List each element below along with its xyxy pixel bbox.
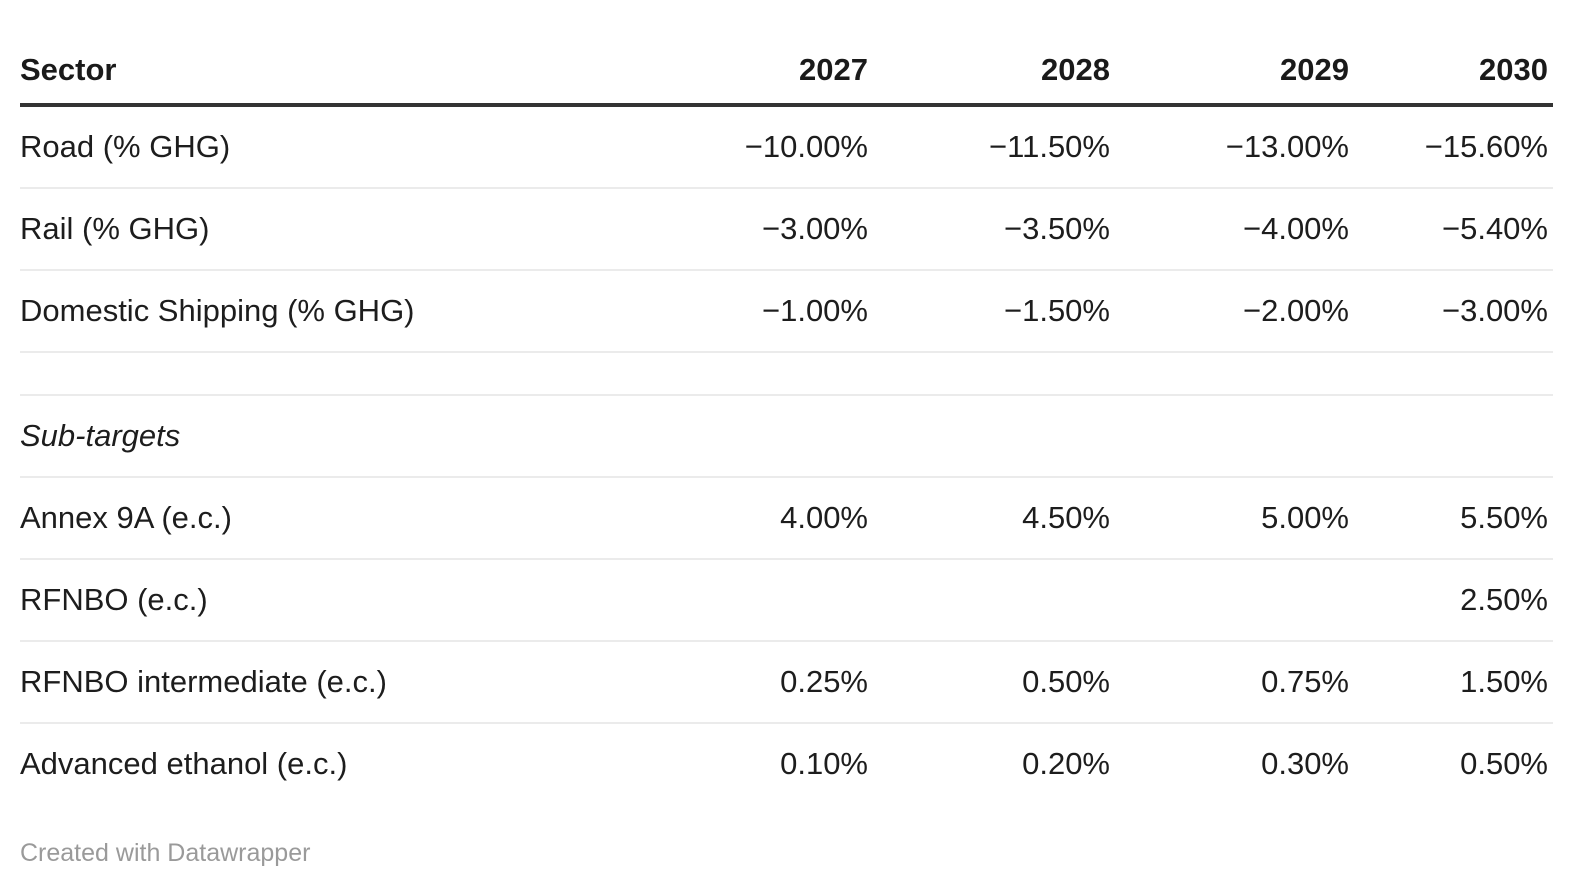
- cell-value: [631, 395, 873, 478]
- cell-value: [873, 395, 1115, 478]
- column-header-2028: 2028: [873, 52, 1115, 107]
- cell-value: 0.20%: [1022, 746, 1110, 781]
- table-row-rail: Rail (% GHG) −3.00% −3.50% −4.00% −5.40%: [20, 188, 1553, 271]
- row-label: Annex 9A (e.c.): [20, 477, 631, 560]
- column-header-sector: Sector: [20, 52, 631, 107]
- column-header-2027: 2027: [631, 52, 873, 107]
- spacer-cell: [1354, 352, 1553, 396]
- spacer-cell: [631, 352, 873, 396]
- cell-value: 2.50%: [1354, 559, 1553, 642]
- row-label: Rail (% GHG): [20, 188, 631, 271]
- column-header-2029: 2029: [1115, 52, 1354, 107]
- cell-value: [1115, 395, 1354, 478]
- cell-value: −13.00%: [1115, 105, 1354, 189]
- table-row-rfnbo-intermediate: RFNBO intermediate (e.c.) 0.25% 0.50% 0.…: [20, 641, 1553, 724]
- cell-value: 0.25%: [631, 641, 873, 724]
- cell-value: −4.00%: [1115, 188, 1354, 271]
- cell-value: [1115, 559, 1354, 642]
- cell-value: 5.50%: [1354, 477, 1553, 560]
- cell-value: [873, 559, 1115, 642]
- cell-value: −3.50%: [873, 188, 1115, 271]
- cell-value: 0.50%: [873, 641, 1115, 724]
- cell-value: [631, 559, 873, 642]
- table-row-sub-targets-section: Sub-targets: [20, 395, 1553, 478]
- cell-value: 0.75%: [1115, 641, 1354, 724]
- cell-value: 0.10%: [780, 746, 868, 781]
- cell-value: −2.00%: [1115, 270, 1354, 353]
- row-label: RFNBO intermediate (e.c.): [20, 641, 631, 724]
- spacer-cell: [20, 352, 631, 396]
- cell-value: 0.30%: [1261, 746, 1349, 781]
- cell-value: 0.50%: [1460, 746, 1548, 781]
- table-row-rfnbo: RFNBO (e.c.) 2.50%: [20, 559, 1553, 642]
- section-label: Sub-targets: [20, 395, 631, 478]
- column-header-2030: 2030: [1354, 52, 1553, 107]
- cell-value: −1.50%: [873, 270, 1115, 353]
- table-row-road: Road (% GHG) −10.00% −11.50% −13.00% −15…: [20, 105, 1553, 189]
- row-label: Advanced ethanol (e.c.): [20, 746, 348, 781]
- table-header-row: Sector 2027 2028 2029 2030: [20, 52, 1553, 107]
- row-label: RFNBO (e.c.): [20, 559, 631, 642]
- cell-value: −10.00%: [631, 105, 873, 189]
- cell-value: 5.00%: [1115, 477, 1354, 560]
- row-label: Domestic Shipping (% GHG): [20, 270, 631, 353]
- cell-value: −1.00%: [631, 270, 873, 353]
- cell-value: −3.00%: [1354, 270, 1553, 353]
- cell-value: −15.60%: [1354, 105, 1553, 189]
- datawrapper-credit: Created with Datawrapper: [20, 839, 311, 867]
- row-label: Road (% GHG): [20, 105, 631, 189]
- cell-value: −5.40%: [1354, 188, 1553, 271]
- spacer-cell: [1115, 352, 1354, 396]
- cell-value: 4.50%: [873, 477, 1115, 560]
- table-row-domestic-shipping: Domestic Shipping (% GHG) −1.00% −1.50% …: [20, 270, 1553, 353]
- sector-targets-table: Sector 2027 2028 2029 2030 Road (% GHG) …: [20, 52, 1553, 804]
- cell-value: −11.50%: [873, 105, 1115, 189]
- cell-value: 1.50%: [1354, 641, 1553, 724]
- table-row-annex-9a: Annex 9A (e.c.) 4.00% 4.50% 5.00% 5.50%: [20, 477, 1553, 560]
- cell-value: −3.00%: [631, 188, 873, 271]
- cell-value: 4.00%: [631, 477, 873, 560]
- table-row-advanced-ethanol: Advanced ethanol (e.c.) 0.10% 0.20% 0.30…: [20, 723, 1553, 804]
- spacer-cell: [873, 352, 1115, 396]
- table-row-spacer: [20, 352, 1553, 396]
- cell-value: [1354, 395, 1553, 478]
